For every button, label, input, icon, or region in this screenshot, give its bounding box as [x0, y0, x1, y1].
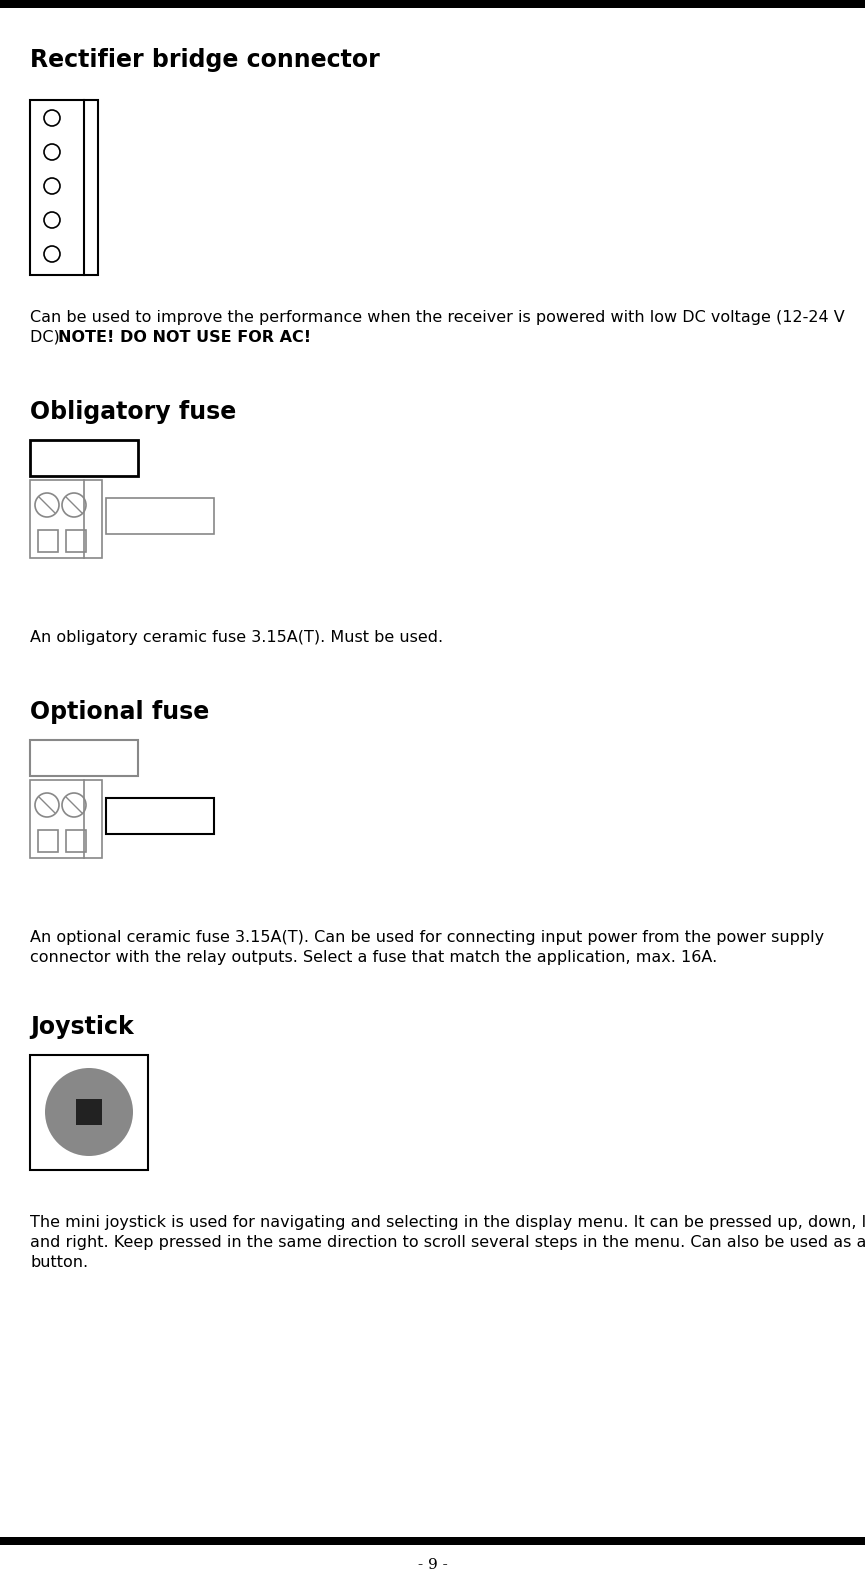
Bar: [0, 0, 865, 8]
Text: An obligatory ceramic fuse 3.15A(T). Must be used.: An obligatory ceramic fuse 3.15A(T). Mus…: [30, 630, 443, 645]
Circle shape: [45, 1068, 133, 1156]
Circle shape: [44, 144, 60, 160]
Text: and right. Keep pressed in the same direction to scroll several steps in the men: and right. Keep pressed in the same dire…: [30, 1236, 865, 1250]
Bar: [30, 440, 138, 476]
Text: Can be used to improve the performance when the receiver is powered with low DC : Can be used to improve the performance w…: [30, 310, 845, 324]
Bar: [38, 831, 58, 853]
Text: Optional fuse: Optional fuse: [30, 699, 209, 725]
Circle shape: [62, 793, 86, 816]
Text: Joystick: Joystick: [30, 1016, 134, 1039]
Circle shape: [44, 111, 60, 127]
Bar: [106, 498, 214, 535]
Bar: [30, 1055, 148, 1171]
Bar: [30, 740, 138, 777]
Text: An optional ceramic fuse 3.15A(T). Can be used for connecting input power from t: An optional ceramic fuse 3.15A(T). Can b…: [30, 930, 824, 944]
Text: DC).: DC).: [30, 331, 70, 345]
Bar: [76, 1099, 102, 1125]
Circle shape: [62, 494, 86, 517]
Circle shape: [35, 793, 59, 816]
Bar: [66, 530, 86, 552]
Bar: [30, 100, 98, 275]
Bar: [0, 1538, 865, 1546]
Text: Rectifier bridge connector: Rectifier bridge connector: [30, 47, 380, 73]
Text: connector with the relay outputs. Select a fuse that match the application, max.: connector with the relay outputs. Select…: [30, 951, 717, 965]
Text: button.: button.: [30, 1255, 88, 1270]
Circle shape: [44, 212, 60, 228]
Circle shape: [44, 179, 60, 195]
Bar: [38, 530, 58, 552]
Text: The mini joystick is used for navigating and selecting in the display menu. It c: The mini joystick is used for navigating…: [30, 1215, 865, 1229]
Circle shape: [44, 245, 60, 263]
Bar: [106, 797, 214, 834]
Text: Obligatory fuse: Obligatory fuse: [30, 400, 236, 424]
Bar: [30, 479, 102, 558]
Bar: [30, 780, 102, 857]
Circle shape: [35, 494, 59, 517]
Text: - 9 -: - 9 -: [418, 1558, 447, 1573]
Bar: [66, 831, 86, 853]
Text: NOTE! DO NOT USE FOR AC!: NOTE! DO NOT USE FOR AC!: [58, 331, 311, 345]
